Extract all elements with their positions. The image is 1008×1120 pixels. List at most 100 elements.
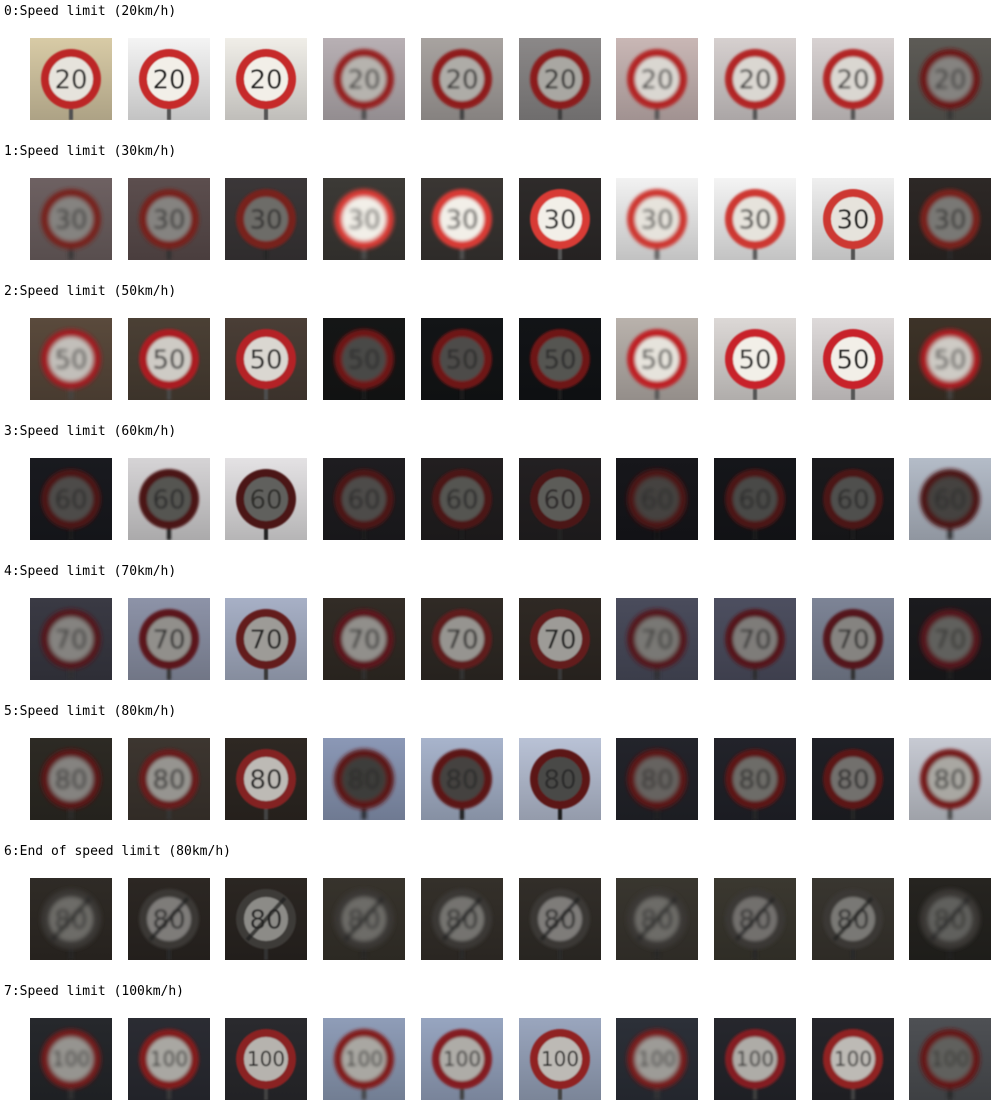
traffic-sign-image: 100 bbox=[30, 1018, 112, 1100]
sign-thumbnail: 80 bbox=[323, 878, 405, 960]
svg-text:20: 20 bbox=[543, 65, 576, 95]
class-row: 2:Speed limit (50km/h) 50 50 50 50 50 50 50 50 50… bbox=[0, 280, 1008, 420]
sign-thumbnail: 30 bbox=[519, 178, 601, 260]
svg-text:20: 20 bbox=[933, 65, 966, 95]
sign-thumbnail: 20 bbox=[225, 38, 307, 120]
sign-thumbnail: 50 bbox=[714, 318, 796, 400]
svg-text:50: 50 bbox=[249, 345, 282, 375]
class-row: 7:Speed limit (100km/h) 100 100 100 100 100 10… bbox=[0, 980, 1008, 1120]
traffic-sign-image: 100 bbox=[812, 1018, 894, 1100]
traffic-sign-image: 20 bbox=[812, 38, 894, 120]
traffic-sign-image: 50 bbox=[128, 318, 210, 400]
svg-text:80: 80 bbox=[54, 765, 87, 795]
svg-text:80: 80 bbox=[836, 765, 869, 795]
svg-text:100: 100 bbox=[150, 1047, 188, 1071]
svg-text:60: 60 bbox=[152, 485, 185, 515]
sign-thumbnail: 70 bbox=[225, 598, 307, 680]
sign-thumbnail: 30 bbox=[128, 178, 210, 260]
traffic-sign-image: 70 bbox=[421, 598, 503, 680]
svg-text:70: 70 bbox=[836, 625, 869, 655]
traffic-sign-image: 60 bbox=[714, 458, 796, 540]
svg-text:50: 50 bbox=[836, 345, 869, 375]
svg-text:80: 80 bbox=[445, 765, 478, 795]
sign-thumbnail: 80 bbox=[30, 878, 112, 960]
svg-text:70: 70 bbox=[249, 625, 282, 655]
traffic-sign-image: 100 bbox=[323, 1018, 405, 1100]
traffic-sign-image: 80 bbox=[421, 738, 503, 820]
svg-text:100: 100 bbox=[247, 1047, 285, 1071]
traffic-sign-image: 60 bbox=[616, 458, 698, 540]
class-label: 0:Speed limit (20km/h) bbox=[4, 4, 177, 19]
sign-thumbnail: 80 bbox=[225, 878, 307, 960]
traffic-sign-image: 50 bbox=[323, 318, 405, 400]
sign-thumbnail: 20 bbox=[812, 38, 894, 120]
sign-thumbnail: 60 bbox=[616, 458, 698, 540]
sign-thumbnail: 70 bbox=[909, 598, 991, 680]
traffic-sign-image: 50 bbox=[812, 318, 894, 400]
svg-text:20: 20 bbox=[347, 65, 380, 95]
traffic-sign-image: 50 bbox=[30, 318, 112, 400]
sign-thumbnail: 70 bbox=[128, 598, 210, 680]
traffic-sign-image: 50 bbox=[909, 318, 991, 400]
sign-thumbnail: 20 bbox=[30, 38, 112, 120]
svg-text:70: 70 bbox=[445, 625, 478, 655]
traffic-sign-image: 70 bbox=[128, 598, 210, 680]
traffic-sign-image: 80 bbox=[30, 878, 112, 960]
traffic-sign-image: 70 bbox=[714, 598, 796, 680]
sign-thumbnail: 60 bbox=[225, 458, 307, 540]
svg-text:70: 70 bbox=[640, 625, 673, 655]
traffic-sign-image: 80 bbox=[616, 878, 698, 960]
traffic-sign-image: 20 bbox=[519, 38, 601, 120]
sign-thumbnail: 20 bbox=[421, 38, 503, 120]
traffic-sign-image: 80 bbox=[128, 878, 210, 960]
svg-text:70: 70 bbox=[543, 625, 576, 655]
traffic-sign-image: 20 bbox=[323, 38, 405, 120]
svg-text:50: 50 bbox=[445, 345, 478, 375]
traffic-sign-image: 100 bbox=[519, 1018, 601, 1100]
traffic-sign-image: 20 bbox=[909, 38, 991, 120]
sign-thumbnail: 80 bbox=[909, 738, 991, 820]
sign-thumbnail: 80 bbox=[812, 878, 894, 960]
sign-thumbnail: 60 bbox=[323, 458, 405, 540]
svg-text:70: 70 bbox=[54, 625, 87, 655]
svg-text:50: 50 bbox=[543, 345, 576, 375]
traffic-sign-image: 80 bbox=[225, 878, 307, 960]
svg-text:30: 30 bbox=[933, 205, 966, 235]
sign-thumbnail: 60 bbox=[812, 458, 894, 540]
traffic-sign-image: 100 bbox=[714, 1018, 796, 1100]
svg-text:20: 20 bbox=[738, 65, 771, 95]
sign-thumbnail: 80 bbox=[128, 878, 210, 960]
svg-text:60: 60 bbox=[933, 485, 966, 515]
traffic-sign-image: 20 bbox=[30, 38, 112, 120]
svg-text:100: 100 bbox=[931, 1047, 969, 1071]
traffic-sign-image: 80 bbox=[714, 878, 796, 960]
svg-text:20: 20 bbox=[54, 65, 87, 95]
traffic-sign-image: 60 bbox=[909, 458, 991, 540]
sign-thumbnail: 30 bbox=[225, 178, 307, 260]
sign-thumbnail: 80 bbox=[421, 878, 503, 960]
sign-thumbnail: 30 bbox=[323, 178, 405, 260]
sign-thumbnail: 70 bbox=[519, 598, 601, 680]
svg-text:60: 60 bbox=[640, 485, 673, 515]
svg-text:20: 20 bbox=[445, 65, 478, 95]
svg-text:70: 70 bbox=[152, 625, 185, 655]
sign-thumbnail: 100 bbox=[128, 1018, 210, 1100]
svg-text:100: 100 bbox=[834, 1047, 872, 1071]
class-row: 6:End of speed limit (80km/h)80808080808… bbox=[0, 840, 1008, 980]
sign-thumbnail: 100 bbox=[714, 1018, 796, 1100]
svg-text:100: 100 bbox=[638, 1047, 676, 1071]
traffic-sign-image: 80 bbox=[323, 878, 405, 960]
svg-text:20: 20 bbox=[249, 65, 282, 95]
traffic-sign-image: 50 bbox=[616, 318, 698, 400]
traffic-sign-image: 80 bbox=[225, 738, 307, 820]
svg-text:60: 60 bbox=[54, 485, 87, 515]
traffic-sign-image: 20 bbox=[128, 38, 210, 120]
sign-thumbnail: 70 bbox=[616, 598, 698, 680]
traffic-sign-image: 60 bbox=[128, 458, 210, 540]
traffic-sign-image: 70 bbox=[812, 598, 894, 680]
svg-text:20: 20 bbox=[152, 65, 185, 95]
svg-text:60: 60 bbox=[738, 485, 771, 515]
svg-text:30: 30 bbox=[543, 205, 576, 235]
sign-thumbnail: 30 bbox=[909, 178, 991, 260]
sign-thumbnail: 80 bbox=[30, 738, 112, 820]
